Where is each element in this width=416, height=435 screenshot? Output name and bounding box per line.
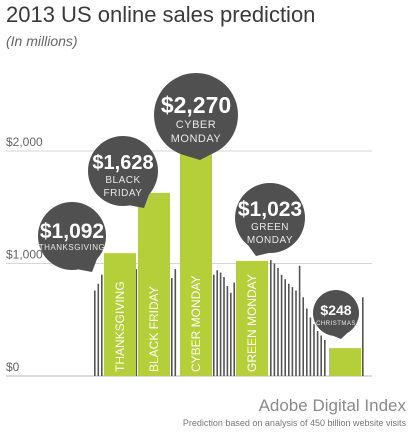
daily-bar [298, 265, 301, 376]
callout-label: CYBER [176, 119, 216, 131]
daily-bar [216, 270, 218, 376]
callout-label: FRIDAY [104, 188, 143, 199]
highlight-bar-2 [138, 192, 170, 376]
y-tick-label: $0 [6, 360, 20, 374]
daily-bar [320, 335, 322, 376]
daily-bar [226, 286, 229, 376]
daily-bar [230, 292, 232, 376]
daily-bar [135, 269, 138, 376]
daily-bar [309, 317, 312, 376]
bar-label: BLACK FRIDAY [147, 286, 161, 372]
daily-bar [288, 283, 290, 376]
callout-bubble [88, 136, 158, 206]
callout-value: $1,092 [40, 220, 104, 243]
daily-bar [324, 340, 326, 376]
callout-bubble [235, 183, 305, 253]
daily-bar [223, 277, 225, 376]
daily-bar [213, 274, 215, 376]
y-tick-label: $2,000 [6, 135, 43, 149]
daily-bar [302, 297, 304, 376]
daily-bar [171, 278, 173, 376]
callout-label: THANKSGIVING [39, 243, 105, 252]
callout-bubble [313, 290, 359, 336]
footnote: Prediction based on analysis of 450 bill… [182, 418, 406, 428]
daily-bar [270, 260, 272, 376]
daily-bar [94, 290, 96, 376]
highlight-bar-4 [236, 260, 268, 376]
highlight-bar-5 [329, 348, 361, 376]
daily-bar [273, 263, 276, 376]
bar-label: CYBER MONDAY [189, 276, 203, 372]
bar-label: THANKSGIVING [113, 281, 127, 372]
highlight-bar-3 [180, 120, 212, 376]
daily-bar [284, 279, 286, 376]
chart-title: 2013 US online sales prediction [6, 2, 316, 27]
daily-bar [316, 331, 319, 376]
daily-bar [219, 272, 222, 376]
callout-label: GREEN [251, 222, 289, 233]
daily-bar [291, 287, 294, 376]
callout-label: MONDAY [247, 235, 293, 246]
highlight-bar-1 [104, 253, 136, 376]
callout-value: $2,270 [161, 92, 231, 118]
daily-bar [174, 269, 177, 376]
daily-bar [233, 282, 235, 376]
sales-bar-chart: $0 $1,000 $2,000 THANKSGIVING BLACK FRIDAY CY… [6, 73, 372, 377]
chart-subtitle: (In millions) [6, 33, 78, 49]
daily-bar [362, 297, 364, 376]
y-tick-label: $1,000 [6, 248, 43, 262]
callout-bubble [38, 202, 106, 270]
daily-bar [306, 308, 308, 376]
daily-bar [97, 283, 100, 376]
callout-label: CHRISTMAS [316, 321, 356, 327]
daily-bar [295, 290, 297, 376]
brand-name: Adobe Digital Index [258, 396, 406, 415]
callout-label: MONDAY [171, 133, 222, 145]
bar-label: GREEN MONDAY [245, 274, 259, 372]
callout-bubble [154, 73, 238, 157]
callout-value: $1,628 [92, 152, 153, 174]
callout-value: $248 [320, 302, 351, 318]
daily-bar [277, 268, 279, 376]
callout-label: BLACK [105, 175, 140, 186]
daily-bar [280, 274, 283, 376]
daily-bar [101, 274, 103, 376]
callout-value: $1,023 [238, 198, 302, 221]
daily-bar [313, 324, 315, 376]
